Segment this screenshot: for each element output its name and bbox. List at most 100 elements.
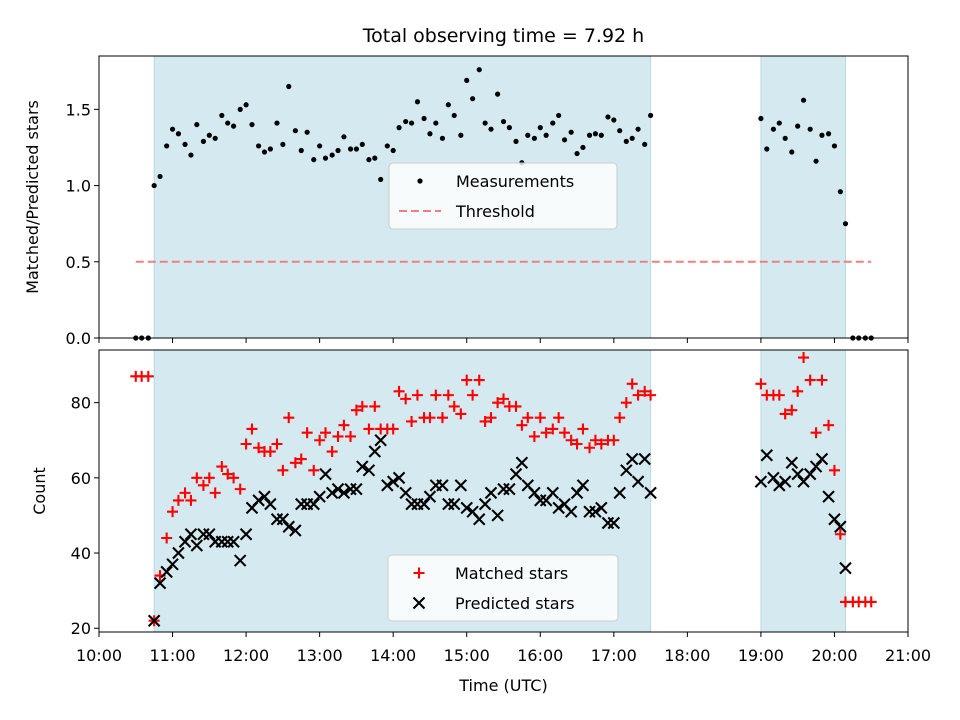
legend-matched-stars-swatch [413,567,425,579]
predicted-star-marker [178,535,192,549]
predicted-star-marker [172,546,185,560]
data-point [531,135,537,141]
matched-star-marker [823,419,835,431]
matched-star-marker [792,385,804,397]
predicted-star-marker [472,512,486,526]
y-tick-label: 0.5 [66,253,91,272]
matched-star-marker [277,464,289,476]
data-point [157,173,163,180]
predicted-star-marker [809,460,823,473]
data-point [605,114,611,120]
matched-star-marker [798,352,810,364]
x-tick-label: 14:00 [370,646,416,665]
data-point [433,120,439,126]
data-point [586,132,593,138]
data-point [347,146,354,152]
y-tick-label: 40 [71,544,91,563]
data-point [200,138,207,144]
predicted-star-marker [239,527,253,541]
panel-ratio: 0.0 0.5 1.0 1.5 Matched/Predicted stars Measu… [23,55,909,348]
predicted-star-marker [754,475,768,488]
y-axis-label: Count [30,467,49,515]
matched-star-marker [571,438,583,450]
data-point [237,106,243,112]
data-point [427,131,433,137]
predicted-star-marker [160,565,173,579]
matched-star-marker [595,438,607,450]
predicted-star-marker [484,486,498,500]
matched-star-marker [295,453,307,465]
matched-star-marker [167,506,179,518]
x-tick-label: 15:00 [444,646,490,665]
matched-star-marker [387,423,399,435]
data-point [188,152,194,158]
data-point [556,112,562,119]
predicted-star-marker [417,497,431,511]
data-point [813,158,819,164]
data-point [574,150,580,157]
predicted-star-marker [822,490,835,503]
matched-star-marker [614,412,626,424]
data-point [151,182,157,189]
predicted-star-marker [607,516,621,530]
predicted-star-marker [773,479,786,492]
predicted-star-marker [356,460,369,473]
matched-star-marker [498,393,509,405]
data-point [335,147,341,154]
data-point [390,147,396,154]
predicted-star-marker [264,497,277,511]
data-point [286,83,292,90]
legend: Measurements Threshold [388,162,618,230]
legend-measurements-swatch [417,178,423,184]
predicted-star-marker [564,505,578,518]
data-point [274,120,280,126]
predicted-star-marker [276,512,290,526]
matched-star-marker [197,479,209,491]
data-point [359,141,365,148]
data-point [206,132,212,138]
predicted-star-marker [546,486,560,500]
data-point [378,176,384,183]
matched-star-marker [528,430,540,442]
matched-star-marker [436,412,448,424]
data-point [298,147,304,154]
data-point [396,125,402,131]
matched-star-marker [589,434,601,446]
predicted-star-marker [374,433,387,447]
y-axis-label: Matched/Predicted stars [23,100,42,294]
data-point [488,126,494,132]
data-point [776,120,782,126]
matched-star-marker [467,389,479,401]
predicted-star-marker [227,535,240,549]
data-point [495,91,501,97]
data-point [169,126,176,132]
matched-star-marker [308,464,320,476]
matched-star-marker [473,374,485,386]
matched-star-marker [565,434,577,446]
predicted-star-marker [399,486,412,500]
x-axis-label: Time (UTC) [458,676,547,695]
series-matched-stars [130,352,877,627]
data-point [225,120,231,126]
matched-star-marker [332,430,344,442]
data-point [384,143,390,149]
x-tick-label: 19:00 [738,646,784,665]
data-point [408,120,415,126]
matched-star-marker [834,528,846,540]
predicted-star-marker [331,482,345,496]
matched-star-marker [406,415,418,427]
matched-star-marker [442,389,454,401]
data-point [789,149,795,155]
data-point [506,125,512,131]
matched-star-marker [553,412,565,424]
data-point [500,118,507,125]
matched-star-marker [786,404,798,416]
predicted-star-marker [337,486,351,500]
data-point [194,121,200,128]
predicted-star-marker [423,490,437,503]
matched-star-marker [191,472,203,484]
predicted-star-marker [362,464,376,477]
predicted-star-marker [252,494,265,507]
predicted-star-marker [515,456,529,470]
x-tick-label: 10:00 [76,646,122,665]
